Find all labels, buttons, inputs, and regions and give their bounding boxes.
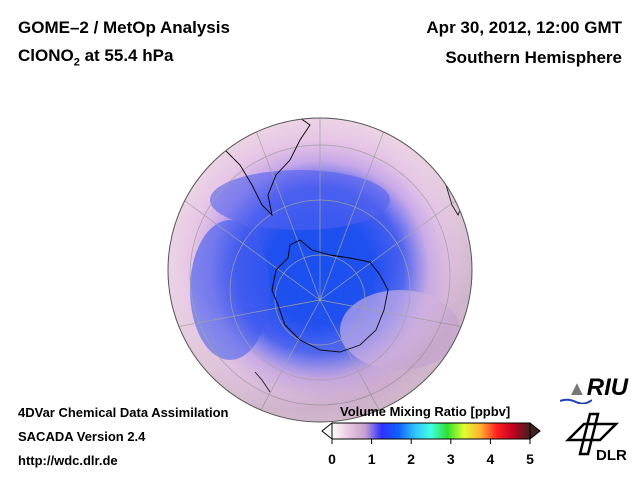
colorbar-over-arrow — [529, 421, 541, 441]
pressure-level: at 55.4 hPa — [79, 46, 174, 65]
colorbar-tick-label: 5 — [526, 451, 534, 467]
colorbar-tick-label: 0 — [328, 451, 336, 467]
colorbar-tick-label: 3 — [446, 451, 455, 467]
datetime: Apr 30, 2012, 12:00 GMT — [426, 18, 622, 37]
subtitle: ClONO2 at 55.4 hPa — [18, 46, 173, 68]
colorbar-tick-label: 2 — [407, 451, 416, 467]
footer-line2: SACADA Version 2.4 — [18, 429, 146, 444]
species: ClONO — [18, 46, 74, 65]
region: Southern Hemisphere — [445, 48, 622, 67]
colorbar-tick-label: 4 — [486, 451, 495, 467]
footer-url[interactable]: http://wdc.dlr.de — [18, 453, 118, 468]
colorbar-tick-label: 1 — [367, 451, 376, 467]
species-subscript: 2 — [73, 56, 80, 69]
colorbar-title: Volume Mixing Ratio [ppbv] — [340, 404, 511, 419]
colorbar — [321, 421, 541, 444]
riu-logo-text: RIU — [586, 374, 629, 401]
footer-line1: 4DVar Chemical Data Assimilation — [18, 405, 229, 420]
riu-wave — [560, 398, 592, 404]
dlr-logo-icon — [564, 412, 620, 456]
colorbar-under-arrow — [321, 421, 333, 441]
dlr-logo-text: DLR — [596, 447, 627, 464]
riu-logo: ▲RIU — [567, 374, 629, 401]
colorbar-gradient — [331, 422, 531, 440]
title: GOME–2 / MetOp Analysis — [18, 18, 230, 37]
